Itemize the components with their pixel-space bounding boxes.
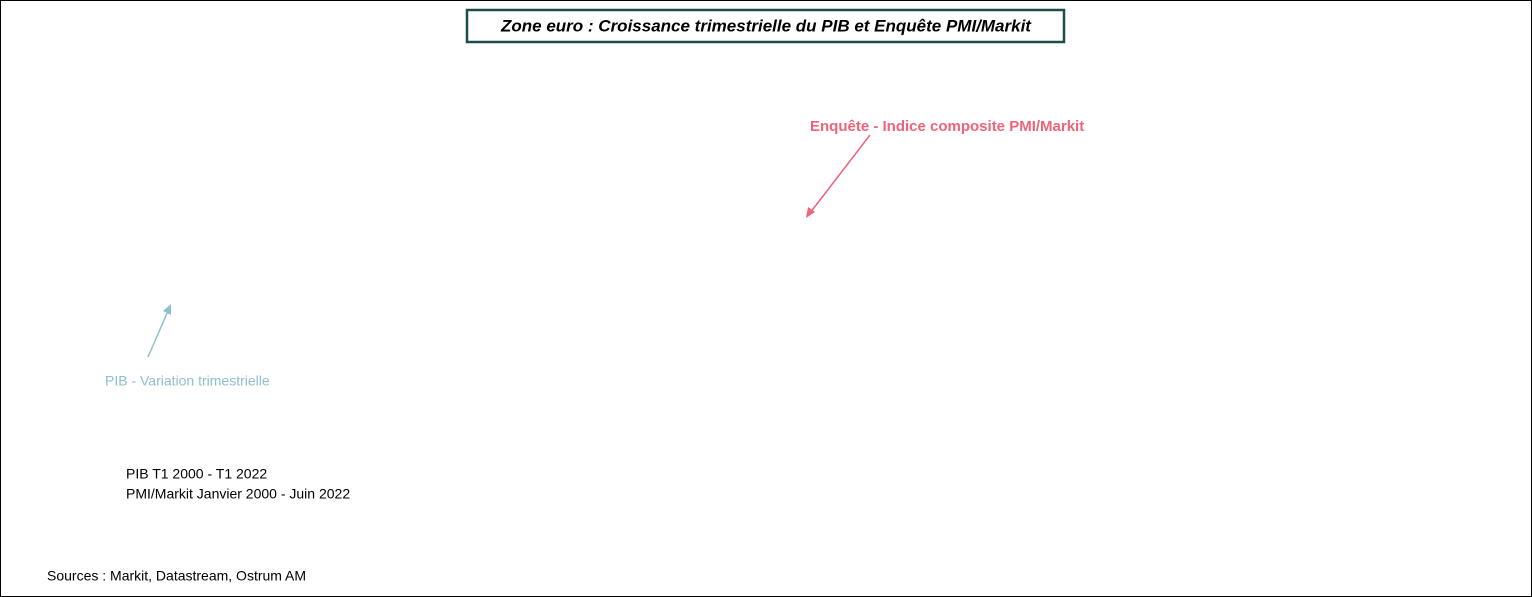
pmi-arrow	[809, 134, 871, 214]
title-box	[465, 8, 1066, 44]
chart-title: Zone euro : Croissance trimestrielle du …	[500, 16, 1032, 35]
bar-label: PIB - Variation trimestrielle	[105, 373, 270, 389]
source: Sources : Markit, Datastream, Ostrum AM	[47, 568, 306, 584]
gdp-arrow-head	[163, 304, 171, 315]
note: PIB T1 2000 - T1 2022	[126, 466, 267, 482]
pmi-arrow-head	[806, 207, 815, 218]
gdp-arrow	[147, 310, 169, 358]
line-label: Enquête - Indice composite PMI/Markit	[810, 118, 1084, 135]
note: PMI/Markit Janvier 2000 - Juin 2022	[126, 486, 350, 502]
